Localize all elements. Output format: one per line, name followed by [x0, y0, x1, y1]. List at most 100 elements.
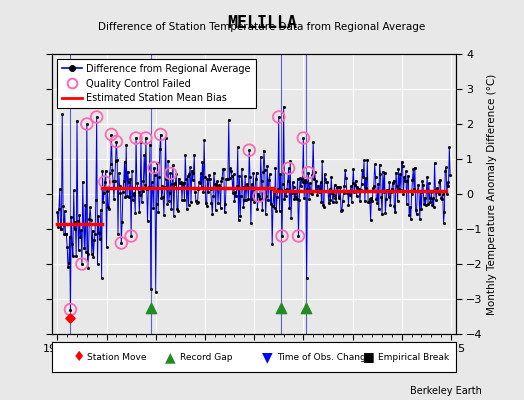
Point	[354, 187, 363, 194]
Point	[275, 114, 283, 120]
Point	[397, 186, 405, 193]
Point	[202, 200, 210, 206]
Point	[69, 253, 77, 259]
Point	[265, 177, 273, 183]
Point	[419, 182, 427, 188]
Point	[131, 210, 139, 216]
Text: MELILLA: MELILLA	[227, 14, 297, 32]
Point	[323, 178, 331, 185]
Point	[113, 157, 122, 164]
Point	[245, 147, 254, 153]
Point	[115, 183, 124, 189]
Point	[280, 196, 289, 202]
Point	[337, 207, 346, 214]
Point	[379, 168, 387, 175]
Point	[176, 179, 184, 186]
Point	[331, 195, 340, 202]
Point	[317, 199, 325, 205]
Point	[59, 203, 67, 210]
Point	[337, 208, 345, 214]
Point	[271, 164, 280, 171]
Point	[137, 138, 145, 145]
Point	[145, 184, 154, 190]
Point	[132, 135, 140, 141]
Point	[221, 201, 230, 207]
Point	[170, 213, 178, 219]
Point	[375, 162, 384, 168]
Point	[428, 202, 436, 208]
Point	[301, 177, 309, 183]
Point	[339, 197, 347, 204]
Point	[311, 187, 320, 194]
Point	[74, 218, 82, 224]
Point	[112, 158, 120, 164]
Point	[417, 206, 425, 212]
Point	[159, 193, 167, 200]
Point	[396, 171, 405, 177]
Point	[289, 179, 297, 186]
Point	[413, 188, 421, 194]
Point	[93, 114, 101, 120]
Point	[93, 114, 101, 120]
Point	[293, 176, 302, 182]
Point	[315, 186, 324, 192]
Point	[285, 165, 293, 172]
Point	[324, 200, 333, 206]
Point	[302, 275, 311, 281]
Point	[434, 190, 443, 197]
Point	[336, 184, 344, 190]
Point	[436, 177, 444, 183]
Point	[341, 167, 350, 173]
Point	[141, 135, 150, 141]
Point	[101, 179, 109, 185]
Point	[363, 157, 372, 163]
Point	[227, 168, 235, 174]
Point	[146, 141, 154, 148]
Point	[215, 184, 224, 190]
Point	[215, 182, 223, 188]
Point	[247, 220, 255, 226]
Point	[253, 206, 261, 212]
Point	[267, 186, 276, 192]
Point	[188, 168, 196, 174]
Point	[161, 135, 170, 141]
Point	[141, 182, 149, 188]
Point	[183, 173, 192, 180]
Point	[408, 177, 417, 184]
Point	[416, 216, 424, 223]
Point	[394, 166, 402, 172]
Point	[405, 212, 413, 218]
Point	[399, 191, 408, 197]
Point	[172, 171, 180, 177]
Text: ■: ■	[363, 350, 375, 364]
Point	[340, 190, 348, 197]
Point	[307, 190, 315, 196]
Point	[430, 204, 438, 210]
Point	[276, 208, 284, 214]
Point	[259, 168, 267, 175]
Point	[322, 178, 331, 185]
Point	[112, 138, 121, 145]
Point	[151, 289, 160, 295]
Point	[195, 178, 203, 185]
Point	[366, 196, 374, 202]
Point	[334, 184, 342, 190]
Point	[118, 219, 126, 226]
Point	[187, 199, 195, 205]
Point	[263, 162, 271, 169]
Point	[78, 261, 86, 267]
Point	[340, 183, 348, 189]
Point	[98, 168, 106, 175]
Point	[174, 175, 183, 182]
Point	[216, 204, 225, 211]
Point	[270, 189, 278, 195]
Point	[66, 315, 74, 322]
Point	[163, 200, 171, 207]
Point	[406, 204, 414, 210]
Point	[327, 174, 335, 180]
Point	[325, 186, 334, 193]
Point	[410, 186, 418, 193]
Y-axis label: Monthly Temperature Anomaly Difference (°C): Monthly Temperature Anomaly Difference (…	[487, 73, 497, 315]
Point	[192, 200, 201, 206]
Point	[290, 196, 299, 202]
